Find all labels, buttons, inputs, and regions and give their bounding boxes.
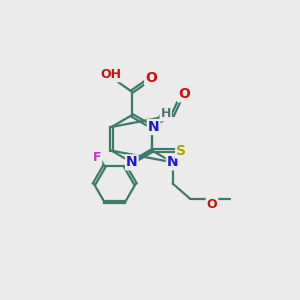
Text: H: H [160, 107, 171, 120]
Text: S: S [176, 144, 186, 158]
Text: O: O [178, 87, 190, 101]
Text: N: N [167, 155, 178, 170]
Text: N: N [126, 155, 138, 170]
Text: O: O [145, 71, 157, 85]
Text: N: N [148, 120, 159, 134]
Text: OH: OH [101, 68, 122, 81]
Text: O: O [207, 198, 217, 211]
Text: F: F [93, 151, 101, 164]
